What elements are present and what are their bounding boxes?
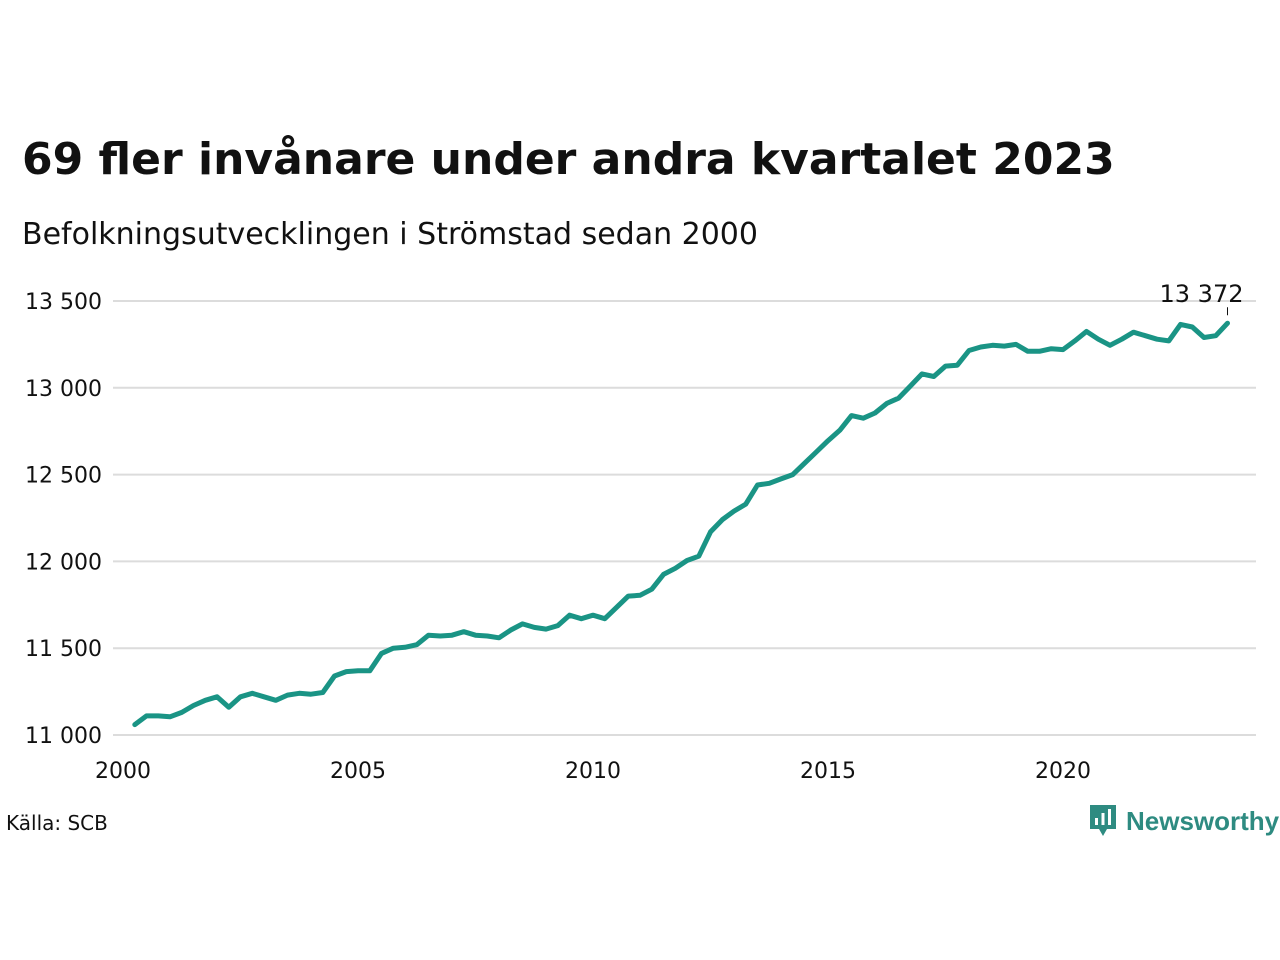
y-tick-label: 12 000 (25, 550, 102, 575)
series-group (132, 320, 1230, 728)
x-tick-label: 2020 (1035, 759, 1091, 784)
chart-title: 69 fler invånare under andra kvartalet 2… (22, 134, 1115, 185)
newsworthy-logo-icon (1090, 805, 1116, 836)
brand-name: Newsworthy (1126, 805, 1280, 836)
brand[interactable]: Newsworthy (1088, 803, 1279, 839)
x-axis-ticks: 2000 2005 2010 2015 2020 (95, 759, 1091, 784)
y-tick-label: 12 500 (25, 464, 102, 489)
x-tick-label: 2010 (565, 759, 621, 784)
y-tick-label: 13 000 (25, 377, 102, 402)
grid (113, 300, 1256, 736)
series-line (132, 320, 1230, 728)
x-tick-label: 2005 (330, 759, 386, 784)
y-tick-label: 13 500 (25, 290, 102, 315)
x-tick-label: 2015 (800, 759, 856, 784)
source-note: Källa: SCB (6, 811, 108, 835)
y-axis-ticks: 11 000 11 500 12 000 12 500 13 000 13 500 (25, 290, 102, 749)
annotation-label: 13 372 (1160, 280, 1244, 308)
annotation-group: 13 372 (1160, 280, 1244, 316)
chart-subtitle: Befolkningsutvecklingen i Strömstad seda… (22, 217, 758, 252)
x-tick-label: 2000 (95, 759, 151, 784)
y-tick-label: 11 000 (25, 724, 102, 749)
y-tick-label: 11 500 (25, 637, 102, 662)
